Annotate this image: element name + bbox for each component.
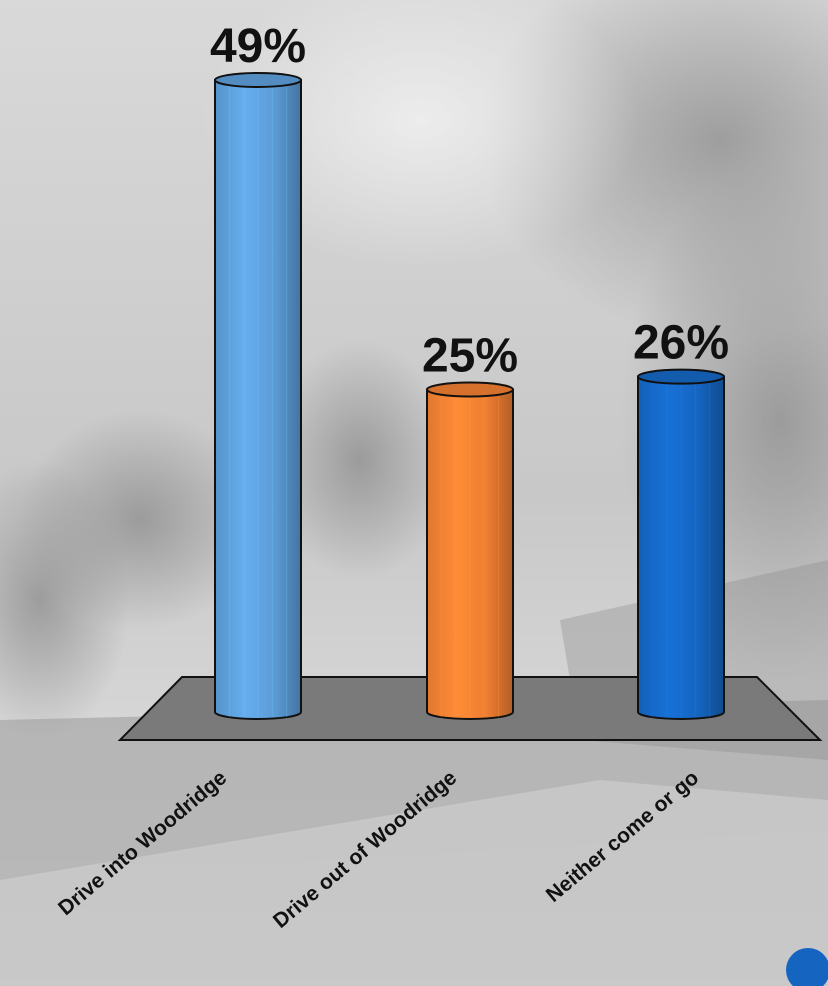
bar-2 <box>426 381 514 720</box>
bar-3 <box>637 368 725 720</box>
category-label-1: Drive into Woodridge <box>54 766 231 920</box>
value-label-3: 26% <box>633 317 729 370</box>
category-label-2: Drive out of Woodridge <box>269 766 461 933</box>
value-label-1: 49% <box>210 20 306 73</box>
bar-1 <box>214 72 302 720</box>
corner-logo-icon <box>786 948 828 986</box>
category-label-3: Neither come or go <box>542 766 703 907</box>
value-label-2: 25% <box>422 330 518 383</box>
